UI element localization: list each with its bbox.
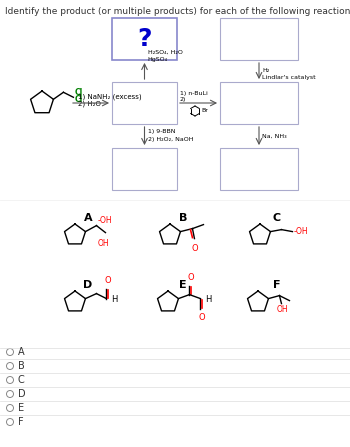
Text: E: E xyxy=(179,280,187,290)
Text: OH: OH xyxy=(276,304,288,314)
Bar xyxy=(112,18,177,60)
Text: D: D xyxy=(18,389,26,399)
Text: C: C xyxy=(18,375,25,385)
Bar xyxy=(220,148,298,190)
Text: 2) H₂O: 2) H₂O xyxy=(78,101,101,107)
Text: Br: Br xyxy=(201,109,208,114)
Text: O: O xyxy=(187,273,194,282)
Text: 1) NaNH₂ (excess): 1) NaNH₂ (excess) xyxy=(78,94,142,100)
Bar xyxy=(220,82,298,124)
Text: O: O xyxy=(198,312,205,321)
Text: E: E xyxy=(18,403,24,413)
Text: Cl: Cl xyxy=(75,95,83,104)
Text: C: C xyxy=(273,213,281,223)
Bar xyxy=(220,18,298,60)
Text: Na, NH₃: Na, NH₃ xyxy=(262,134,287,139)
Text: 1) n-BuLi: 1) n-BuLi xyxy=(180,90,208,96)
Text: Lindlar's catalyst: Lindlar's catalyst xyxy=(262,76,316,80)
Text: H₂SO₄, H₂O: H₂SO₄, H₂O xyxy=(147,50,182,55)
Bar xyxy=(112,148,177,190)
Text: ?: ? xyxy=(137,27,152,51)
Text: 2) H₂O₂, NaOH: 2) H₂O₂, NaOH xyxy=(147,136,193,142)
Text: -OH: -OH xyxy=(97,216,112,225)
Text: H₂: H₂ xyxy=(262,68,269,73)
Text: O: O xyxy=(191,244,198,253)
Bar xyxy=(112,82,177,124)
Text: 1) 9-BBN: 1) 9-BBN xyxy=(147,130,175,135)
Text: B: B xyxy=(179,213,187,223)
Text: A: A xyxy=(18,347,24,357)
Text: O: O xyxy=(104,276,111,285)
Text: H: H xyxy=(205,295,212,304)
Text: HgSO₄: HgSO₄ xyxy=(147,56,168,62)
Text: -OH: -OH xyxy=(293,227,308,236)
Text: Cl: Cl xyxy=(75,88,83,97)
Text: B: B xyxy=(18,361,25,371)
Text: 2): 2) xyxy=(180,97,186,102)
Text: F: F xyxy=(273,280,281,290)
Text: OH: OH xyxy=(98,239,109,248)
Text: D: D xyxy=(83,280,93,290)
Text: H: H xyxy=(111,295,118,304)
Text: A: A xyxy=(84,213,92,223)
Text: F: F xyxy=(18,417,24,427)
Text: Identify the product (or multiple products) for each of the following reactions:: Identify the product (or multiple produc… xyxy=(5,7,350,16)
